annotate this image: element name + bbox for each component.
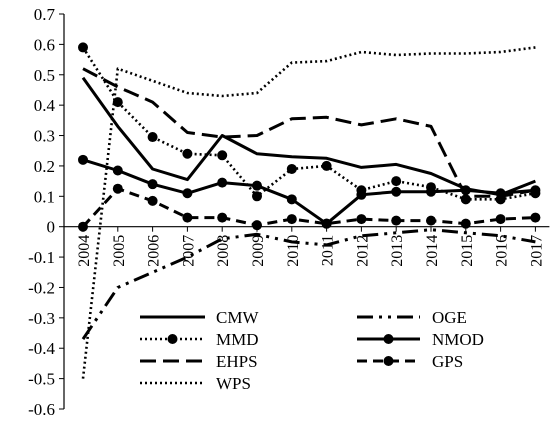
x-tick-label: 2004 (76, 235, 93, 267)
point-nmod-2006 (147, 179, 158, 190)
point-gps-2017 (530, 212, 541, 223)
point-mmd-2006 (147, 132, 158, 143)
legend-marker-nmod (383, 334, 394, 344)
point-gps-2006 (147, 195, 158, 206)
x-tick-label: 2015 (459, 235, 476, 267)
y-tick-label: -0.5 (28, 370, 55, 389)
legend-label-cmw: CMW (216, 308, 259, 327)
point-nmod-2012 (356, 189, 367, 200)
point-gps-2011 (321, 218, 332, 229)
x-tick-label: 2006 (146, 235, 163, 267)
series-line-wps (81, 46, 536, 379)
y-tick-label: 0.1 (34, 187, 55, 206)
series-line-mmd (81, 46, 536, 201)
x-tick-label: 2016 (494, 235, 511, 267)
y-tick-label: 0.5 (34, 66, 55, 85)
y-tick-label: -0.6 (28, 400, 55, 419)
x-tick-label: 2007 (180, 235, 197, 267)
point-nmod-2004 (78, 154, 88, 165)
point-gps-2014 (426, 215, 436, 226)
point-gps-2010 (286, 214, 297, 225)
point-mmd-2009 (252, 191, 262, 202)
y-tick-label: 0 (47, 218, 56, 237)
point-mmd-2007 (182, 148, 193, 159)
legend: CMW OGE MMD NMOD EHPS GPS WPS (140, 308, 484, 393)
point-nmod-2009 (252, 180, 262, 191)
point-gps-2004 (78, 221, 88, 232)
x-tick-label: 2013 (389, 235, 406, 267)
point-nmod-2013 (391, 186, 402, 197)
point-nmod-2008 (217, 177, 228, 188)
legend-label-oge: OGE (432, 308, 467, 327)
y-tick-label: 0.6 (34, 35, 55, 54)
x-tick-label: 2008 (215, 235, 232, 267)
y-tick-label: 0.7 (34, 5, 56, 24)
x-tick-label: 2012 (354, 235, 371, 267)
legend-label-gps: GPS (432, 352, 463, 371)
y-tick-label: -0.1 (28, 248, 55, 267)
point-mmd-2015 (460, 194, 471, 205)
y-axis-ticks: -0.6 -0.5 -0.4 -0.3 -0.2 -0.1 0 0.1 0.2 0.3 0.4 0.5… (28, 5, 64, 419)
x-tick-label: 2014 (424, 235, 441, 267)
point-nmod-2010 (286, 194, 297, 205)
point-nmod-2005 (112, 165, 123, 176)
legend-label-wps: WPS (216, 374, 251, 393)
point-nmod-2014 (426, 186, 436, 197)
y-tick-label: -0.4 (28, 339, 55, 358)
legend-marker-mmd (167, 334, 178, 344)
series-line-ehps (82, 67, 536, 198)
point-nmod-2007 (182, 188, 193, 199)
y-tick-label: -0.3 (28, 309, 55, 328)
point-mmd-2008 (217, 150, 228, 161)
legend-label-nmod: NMOD (432, 330, 484, 349)
point-gps-2013 (391, 215, 402, 226)
x-tick-label: 2011 (320, 235, 337, 266)
point-gps-2008 (217, 212, 228, 223)
series-line-gps (81, 187, 536, 228)
x-tick-label: 2017 (528, 235, 545, 267)
y-tick-label: 0.2 (34, 157, 55, 176)
legend-label-ehps: EHPS (216, 352, 258, 371)
y-tick-label: -0.2 (28, 278, 55, 297)
y-tick-label: 0.4 (34, 96, 56, 115)
point-mmd-2010 (286, 163, 297, 174)
point-gps-2016 (495, 214, 506, 225)
legend-marker-gps (383, 356, 394, 366)
point-mmd-2011 (321, 160, 332, 171)
point-gps-2012 (356, 214, 367, 225)
point-gps-2015 (460, 218, 471, 229)
point-gps-2005 (112, 183, 123, 194)
y-tick-label: 0.3 (34, 127, 55, 146)
series-lines (78, 42, 541, 379)
legend-label-mmd: MMD (216, 330, 259, 349)
point-gps-2007 (182, 212, 193, 223)
point-mmd-2013 (391, 176, 402, 187)
point-gps-2009 (252, 220, 262, 231)
series-line-nmod (82, 158, 536, 226)
point-mmd-2004 (78, 42, 88, 53)
x-tick-label: 2009 (250, 235, 267, 267)
x-tick-label: 2005 (111, 235, 128, 267)
